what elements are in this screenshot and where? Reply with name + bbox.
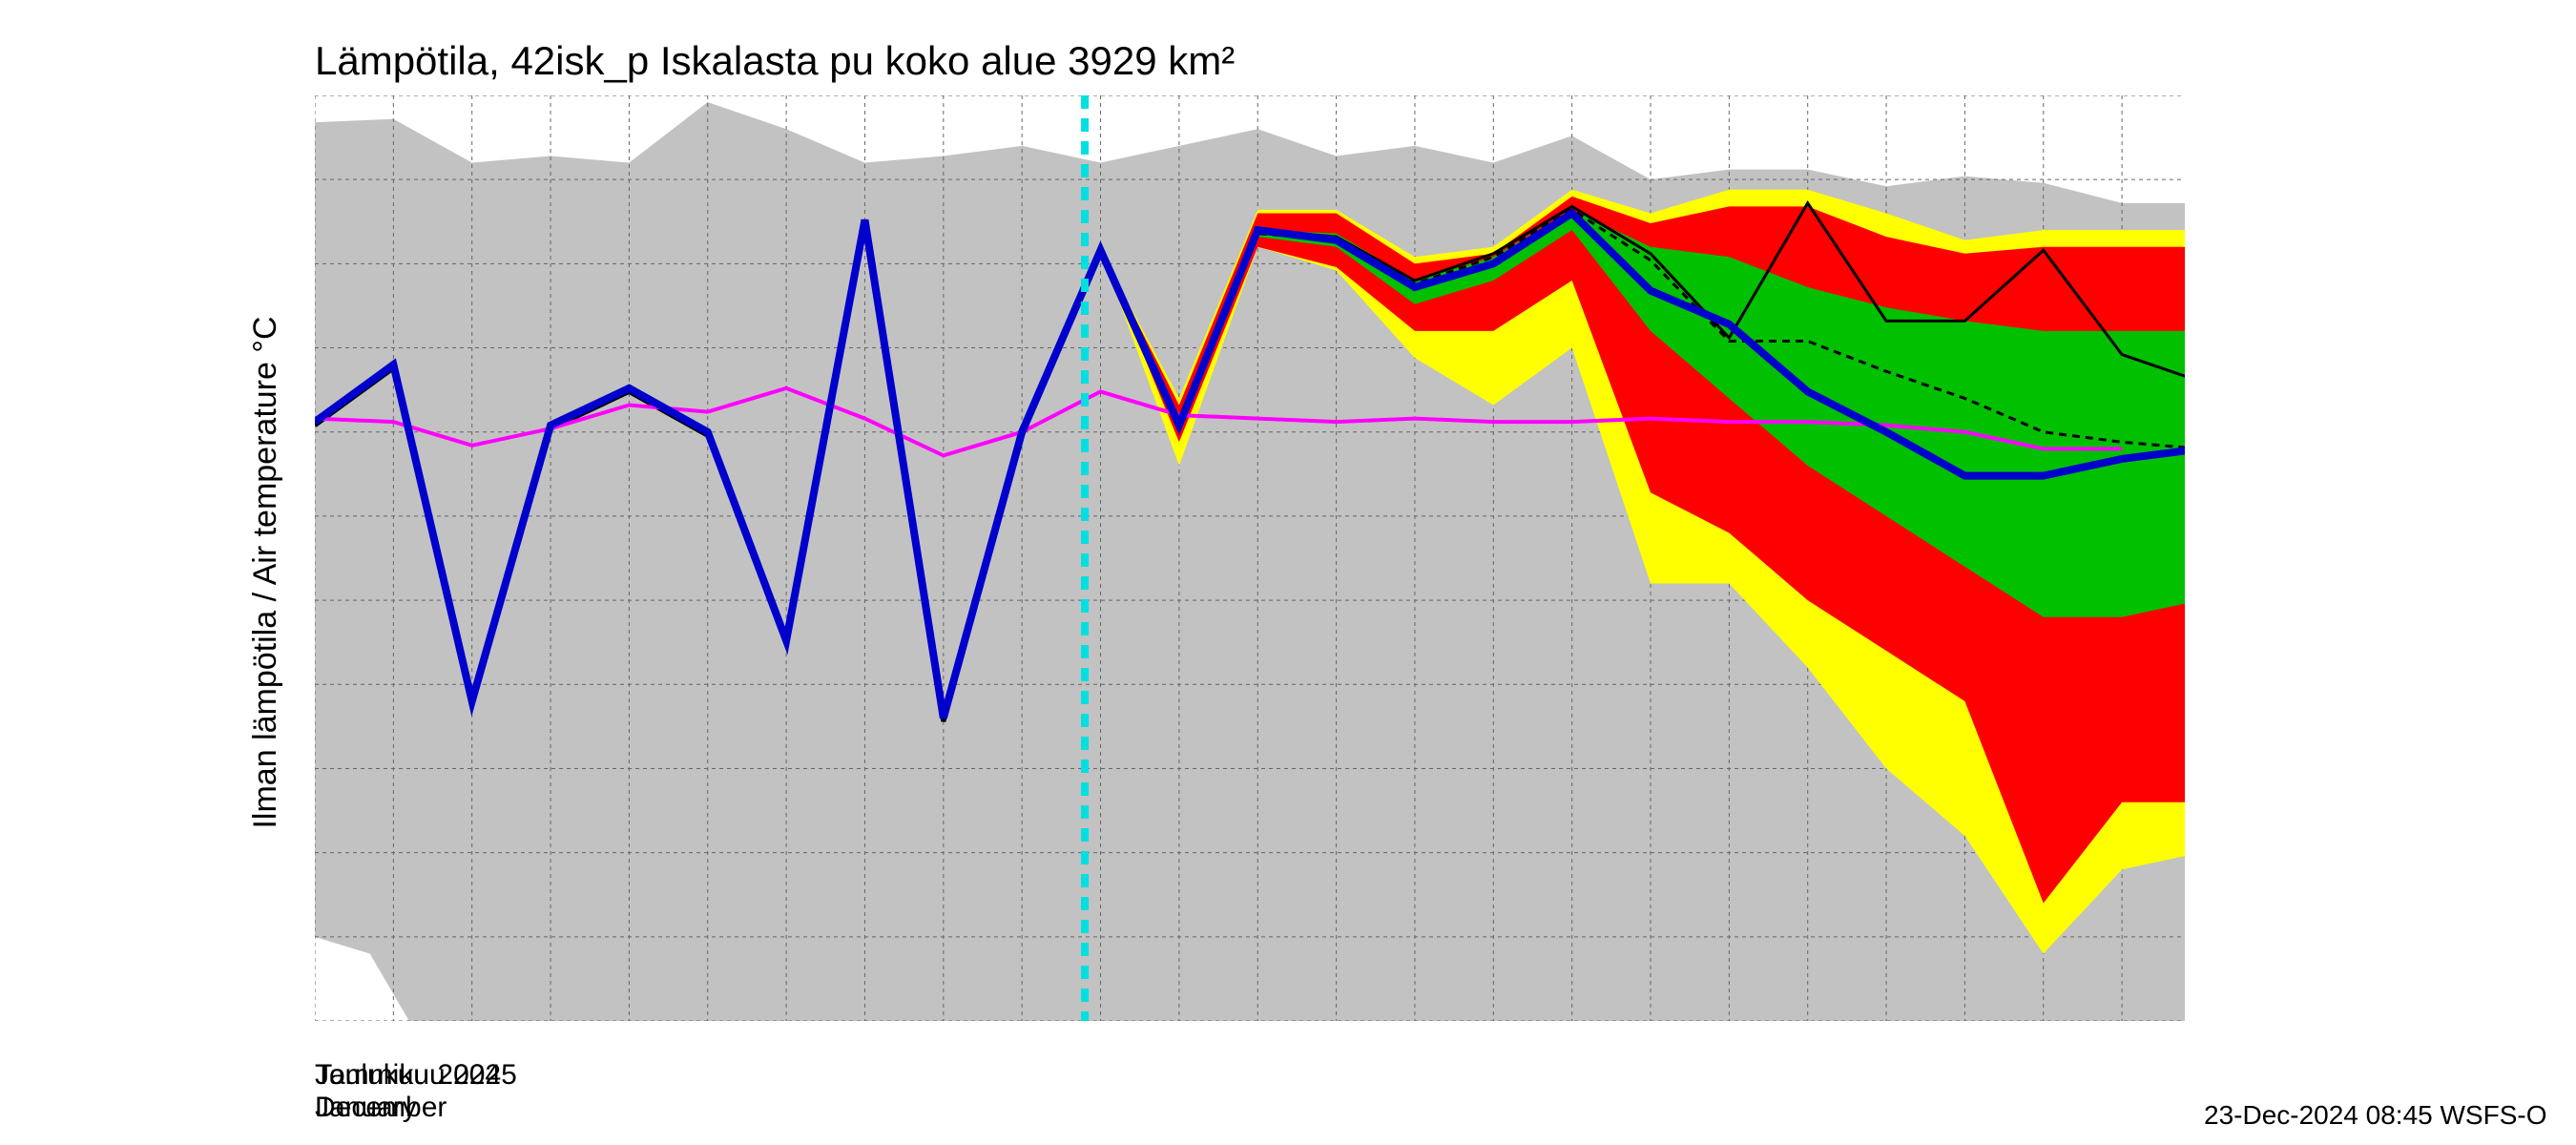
plot-svg: [315, 95, 2185, 1021]
x-tick-labels: [315, 1026, 2185, 1064]
y-tick-labels: [181, 95, 296, 1021]
month2-en: January: [315, 1092, 517, 1124]
month2-fi: Tammikuu 2025: [315, 1059, 517, 1092]
month-january: Tammikuu 2025 January: [315, 1059, 517, 1124]
chart-title: Lämpötila, 42isk_p Iskalasta pu koko alu…: [315, 38, 1235, 84]
footer-timestamp: 23-Dec-2024 08:45 WSFS-O: [2204, 1100, 2547, 1131]
plot-area: [315, 95, 2185, 1021]
chart-container: Ilman lämpötila / Air temperature °C Läm…: [0, 0, 2576, 1145]
